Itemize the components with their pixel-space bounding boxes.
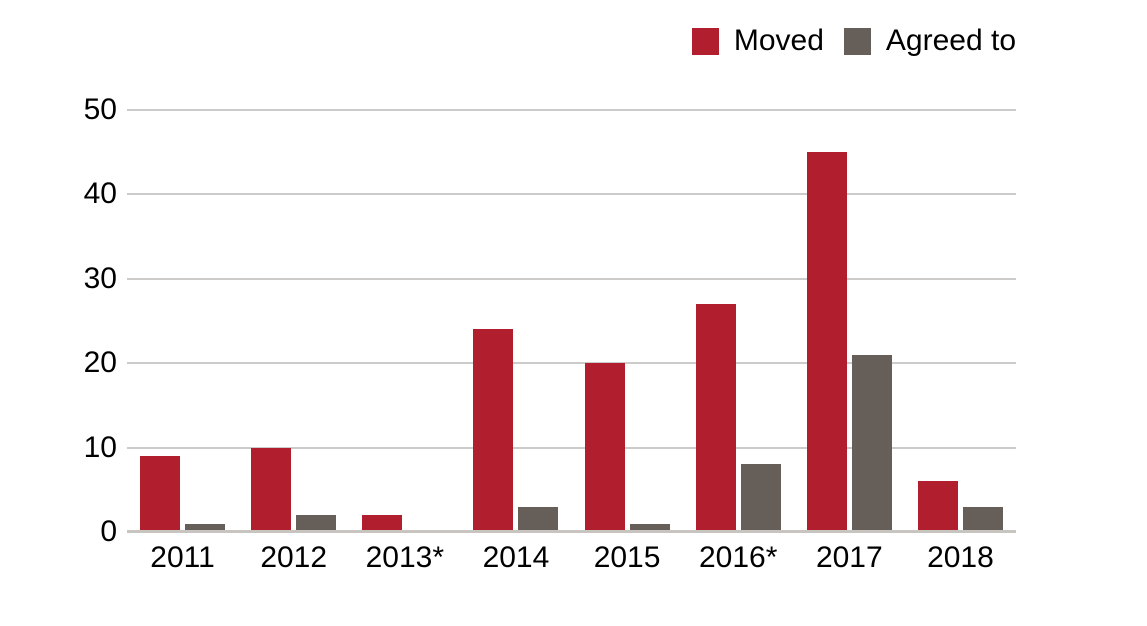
bar-2015-moved — [584, 363, 625, 532]
x-tick-label-2016*: 2016* — [698, 541, 778, 574]
bar-group-2012 — [238, 110, 349, 532]
y-tick-label-0: 0 — [100, 515, 117, 548]
x-tick-label-2014: 2014 — [482, 541, 550, 574]
bar-2015-agreed-to — [629, 523, 670, 532]
bar-2017-moved — [806, 152, 847, 532]
gridline-10 — [127, 446, 1016, 449]
gridline-40 — [127, 193, 1016, 196]
bar-2014-moved — [473, 329, 514, 532]
bar-2013*-moved — [362, 515, 403, 532]
bar-group-2011 — [127, 110, 238, 532]
bar-2012-agreed-to — [296, 515, 337, 532]
bar-2018-moved — [917, 481, 958, 532]
y-tick-label-50: 50 — [83, 93, 117, 126]
gridline-0 — [127, 530, 1016, 533]
agreed-to-legend-label: Agreed to — [885, 24, 1016, 57]
bar-group-2018 — [905, 110, 1016, 532]
bar-group-2014 — [460, 110, 571, 532]
bar-2011-moved — [140, 456, 180, 532]
bar-2018-agreed-to — [962, 506, 1003, 532]
chart-legend: Moved Agreed to — [691, 24, 1016, 57]
x-tick-label-2018: 2018 — [927, 541, 994, 574]
bar-group-2016* — [683, 110, 794, 532]
y-tick-label-40: 40 — [83, 177, 117, 211]
bar-2014-agreed-to — [518, 506, 559, 532]
x-tick-label-2012: 2012 — [260, 541, 328, 574]
bar-group-2013* — [349, 110, 460, 532]
agreed-to-swatch-icon — [843, 27, 871, 55]
gridline-20 — [127, 362, 1016, 365]
bar-group-2015 — [572, 110, 683, 532]
y-tick-label-20: 20 — [83, 346, 117, 380]
y-axis: 0 10 20 30 40 50 — [40, 95, 117, 547]
x-tick-label-2015: 2015 — [593, 541, 661, 574]
x-tick-label-2017: 2017 — [815, 541, 883, 574]
bar-2011-agreed-to — [185, 523, 225, 532]
y-tick-label-10: 10 — [83, 430, 117, 464]
bar-group-2017 — [794, 110, 905, 532]
x-tick-label-2013*: 2013* — [365, 541, 445, 574]
legend-item-moved: Moved — [691, 24, 824, 57]
x-tick-label-2011: 2011 — [150, 541, 215, 574]
gridline-30 — [127, 277, 1016, 280]
plot-area — [127, 109, 1016, 533]
y-tick-label-30: 30 — [83, 261, 117, 295]
bar-2016*-moved — [695, 304, 736, 532]
legend-item-agreed-to: Agreed to — [843, 24, 1016, 57]
bar-2012-moved — [251, 447, 292, 532]
gridline-50 — [127, 109, 1016, 111]
moved-swatch-icon — [691, 27, 719, 55]
bar-groups-layer — [127, 110, 1016, 532]
bar-2017-agreed-to — [851, 354, 892, 532]
bar-2016*-agreed-to — [740, 464, 781, 532]
x-axis: 2011 2012 2013* 2014 2015 2016* 2017 2018 — [127, 541, 1016, 574]
moved-legend-label: Moved — [733, 24, 824, 57]
